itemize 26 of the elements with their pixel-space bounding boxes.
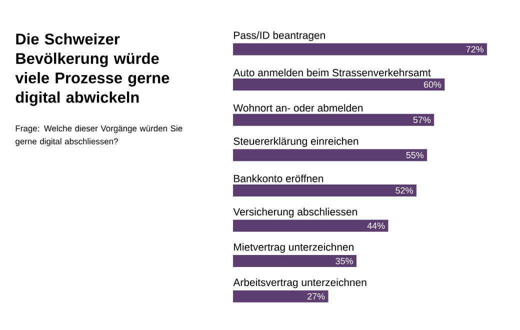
bar xyxy=(233,220,388,232)
bar xyxy=(233,78,445,91)
data-label: 57% xyxy=(413,116,431,124)
data-label: 60% xyxy=(424,81,442,88)
y-tick-label: Steuererklärung einreichen xyxy=(234,137,358,147)
data-label: 72% xyxy=(466,46,484,52)
data-label: 44% xyxy=(367,222,385,229)
y-tick-label: Bankkonto eröffnen xyxy=(234,174,324,182)
y-tick-label: Mietvertrag unterzeichnen xyxy=(234,243,354,253)
y-tick-label: Arbeitsvertrag unterzeichnen xyxy=(233,278,366,288)
bar xyxy=(233,255,356,268)
bar xyxy=(233,114,434,126)
data-label: 55% xyxy=(406,152,424,158)
text: Die Schweizer Bevölkerung würde viele Prozesse gerne digital abwickeln xyxy=(15,33,170,106)
y-tick-label: Wohnort an- oder abmelden xyxy=(233,104,363,112)
text: Frage: Welche dieser Vorgänge würden Sie gerne digital abschliessen? xyxy=(16,125,182,146)
y-tick-label: Pass/ID beantragen xyxy=(234,31,325,42)
bar xyxy=(233,290,328,302)
bar xyxy=(233,149,428,162)
data-label: 52% xyxy=(396,187,413,194)
data-label: 27% xyxy=(308,293,325,300)
y-tick-label: Auto anmelden beim Strassenverkehrsamt xyxy=(233,68,431,76)
bar xyxy=(233,184,416,196)
y-tick-label: Versicherung abschliessen xyxy=(233,208,357,218)
data-label: 35% xyxy=(336,258,353,264)
bar xyxy=(233,43,488,56)
